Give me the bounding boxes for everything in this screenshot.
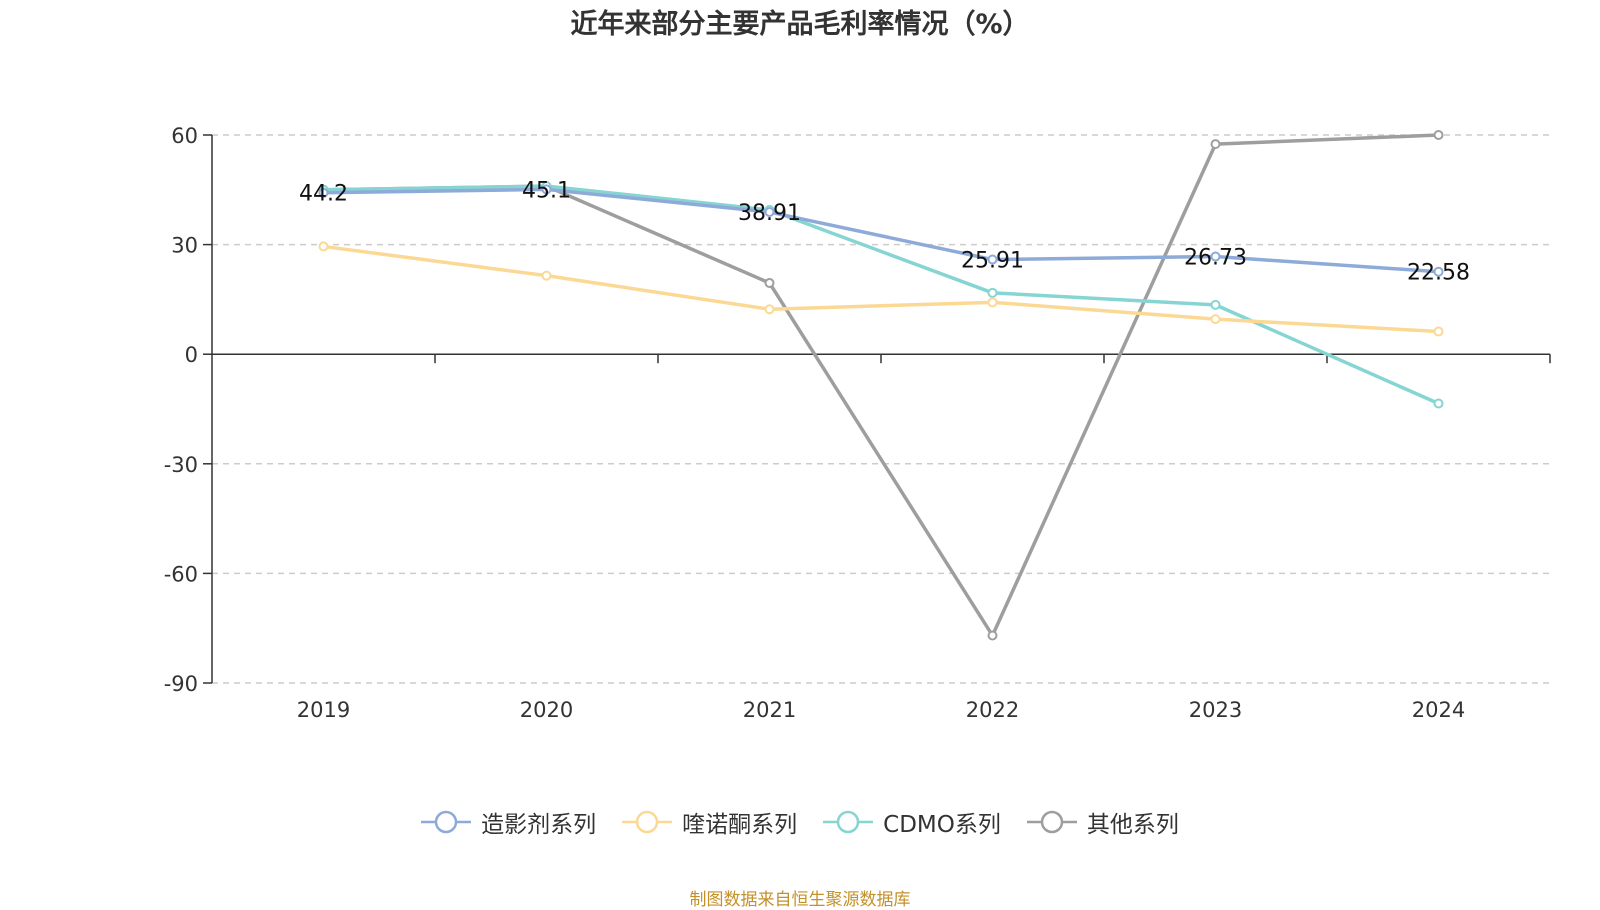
y-tick-label: 0 — [185, 343, 198, 367]
x-tick-label: 2021 — [743, 698, 796, 722]
legend-swatch-icon — [1026, 810, 1077, 834]
legend-item[interactable]: 造影剂系列 — [421, 805, 596, 839]
data-label: 25.91 — [961, 249, 1024, 274]
data-point — [541, 184, 552, 195]
source-note: 制图数据来自恒生聚源数据库 — [689, 890, 911, 910]
y-tick-label: -90 — [164, 672, 198, 696]
data-point — [987, 287, 998, 298]
x-tick-label: 2020 — [520, 698, 573, 722]
series-points — [318, 130, 1444, 641]
data-point — [987, 630, 998, 641]
x-tick-label: 2024 — [1412, 698, 1465, 722]
legend-swatch-icon — [622, 810, 673, 834]
data-label: 22.58 — [1407, 261, 1470, 286]
y-tick-label: 30 — [171, 234, 198, 258]
series-line-2 — [323, 184, 1440, 406]
y-tick-label: -60 — [164, 562, 198, 586]
chart-title: 近年来部分主要产品毛利率情况（%） — [570, 9, 1030, 40]
data-label: 45.1 — [522, 178, 571, 203]
data-point — [1210, 251, 1221, 262]
data-labels: 44.2 45.1 38.91 25.91 26.73 22.58 — [299, 178, 1470, 285]
data-point — [1433, 398, 1444, 409]
legend-swatch-icon — [421, 810, 472, 834]
data-point — [1433, 326, 1444, 337]
data-point — [1210, 139, 1221, 150]
legend-label: 造影剂系列 — [481, 812, 597, 838]
data-label: 44.2 — [299, 182, 348, 207]
data-point — [541, 270, 552, 281]
legend-label: 其他系列 — [1086, 812, 1179, 838]
x-tick-label: 2019 — [297, 698, 350, 722]
grid-lines — [212, 134, 1550, 684]
data-point — [764, 277, 775, 288]
data-point — [987, 297, 998, 308]
series-line-3 — [323, 133, 1439, 638]
data-point — [318, 241, 329, 252]
legend-item[interactable]: CDMO系列 — [823, 805, 1001, 839]
legend-label: 喹诺酮系列 — [682, 812, 798, 838]
legend-swatch-icon — [823, 810, 874, 834]
axes: 60 30 0 -30 -60 -90 2019 2020 2021 2022 2023 2024 — [164, 124, 1551, 722]
data-point — [764, 207, 775, 218]
data-label: 26.73 — [1184, 246, 1247, 271]
series-lines — [323, 133, 1440, 638]
data-point — [1210, 314, 1221, 325]
data-point — [1210, 299, 1221, 310]
data-point — [764, 304, 775, 315]
data-point — [987, 254, 998, 265]
legend-item[interactable]: 喹诺酮系列 — [622, 805, 797, 839]
legend: 造影剂系列 喹诺酮系列 CDMO系列 其他系列 — [0, 805, 1600, 839]
data-point — [1433, 130, 1444, 140]
series-line-0 — [323, 187, 1439, 274]
series-line-1 — [323, 244, 1439, 334]
y-tick-label: 60 — [171, 124, 198, 148]
x-tick-label: 2022 — [966, 698, 1019, 722]
x-tick-label: 2023 — [1189, 698, 1242, 722]
data-point — [318, 187, 329, 198]
legend-label: CDMO系列 — [883, 812, 1001, 838]
legend-item[interactable]: 其他系列 — [1026, 805, 1179, 839]
data-point — [1433, 266, 1444, 277]
data-label: 38.91 — [738, 201, 801, 226]
y-tick-label: -30 — [164, 453, 198, 477]
